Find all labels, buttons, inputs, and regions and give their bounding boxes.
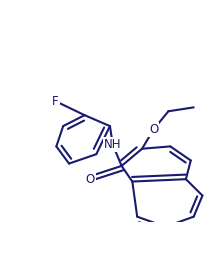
Text: F: F: [52, 95, 59, 108]
Text: O: O: [149, 123, 158, 136]
Text: O: O: [86, 173, 95, 186]
Text: NH: NH: [104, 138, 122, 151]
